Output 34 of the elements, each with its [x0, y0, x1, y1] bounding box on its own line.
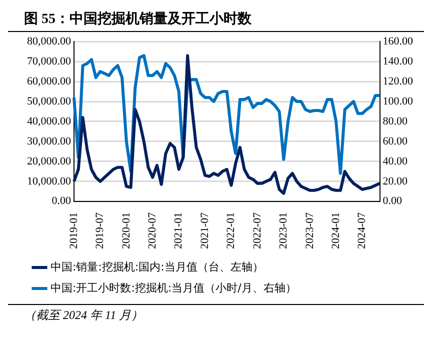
- y2-tick-label: 60.00: [382, 135, 408, 148]
- y-tick-label: 30,000.00: [27, 135, 72, 148]
- x-tick-label: 2019-07: [94, 212, 106, 250]
- y-tick-label: 0.00: [52, 195, 72, 208]
- y2-tick-label: 0.00: [382, 195, 402, 208]
- text: （截至 2024 年 11 月）: [8, 304, 424, 324]
- y-tick-label: 20,000.00: [27, 155, 72, 168]
- x-tick-label: 2021-01: [172, 212, 185, 250]
- legend-label: 中国:开工小时数:挖掘机:当月值（小时/月、右轴）: [50, 281, 296, 294]
- y2-tick-label: 140.00: [382, 55, 414, 68]
- y2-tick-label: 100.00: [382, 95, 414, 108]
- x-tick-label: 2019-01: [68, 212, 80, 250]
- y2-tick-label: 160.00: [382, 35, 414, 48]
- y2-tick-label: 20.00: [382, 175, 408, 188]
- x-tick-label: 2022-07: [251, 212, 264, 250]
- y2-tick-label: 120.00: [382, 75, 414, 88]
- x-tick-label: 2024-07: [356, 212, 368, 250]
- x-tick-label: 2023-07: [304, 212, 316, 250]
- x-tick-label: 2020-01: [120, 212, 132, 250]
- legend-label: 中国:销量:挖掘机:国内:当月值（台、左轴）: [50, 260, 264, 274]
- y-tick-label: 70,000.00: [27, 55, 72, 68]
- x-tick-label: 2020-07: [146, 212, 159, 250]
- y-tick-label: 60,000.00: [27, 75, 72, 88]
- x-tick-label: 2022-01: [225, 212, 238, 250]
- x-tick-label: 2024-01: [330, 212, 342, 250]
- x-tick-label: 2021-07: [198, 212, 211, 250]
- y-tick-label: 80,000.00: [27, 35, 72, 48]
- chart-title: 图 55：中国挖掘机销量及开工小时数: [8, 8, 424, 32]
- y2-tick-label: 80.00: [382, 115, 408, 128]
- y-tick-label: 40,000.00: [27, 115, 72, 128]
- y-tick-label: 10,000.00: [27, 175, 72, 188]
- x-tick-label: 2023-01: [278, 212, 290, 250]
- y-tick-label: 50,000.00: [27, 95, 72, 108]
- y2-tick-label: 40.00: [382, 155, 408, 168]
